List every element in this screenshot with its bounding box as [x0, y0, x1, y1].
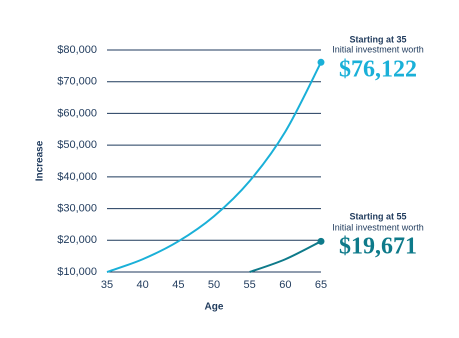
x-tick-label: 35 — [101, 279, 113, 291]
y-axis-title: Increase — [35, 140, 46, 181]
annotation-subtitle: Initial investment worth — [332, 222, 424, 232]
x-tick-label: 55 — [244, 279, 256, 291]
x-tick-label: 50 — [208, 279, 220, 291]
y-tick-label: $70,000 — [57, 76, 97, 88]
x-tick-label: 60 — [279, 279, 291, 291]
value-label: $19,671 — [339, 234, 417, 260]
x-tick-label: 40 — [137, 279, 149, 291]
y-tick-label: $30,000 — [57, 202, 97, 214]
annotation-title: Starting at 35 — [349, 34, 406, 44]
annotation-title: Starting at 55 — [349, 211, 406, 221]
end-point — [317, 237, 325, 245]
value-label: $76,122 — [339, 57, 417, 83]
line — [249, 240, 322, 273]
y-tick-label: $40,000 — [57, 171, 97, 183]
line — [106, 61, 322, 273]
x-tick-label: 65 — [315, 279, 327, 291]
x-tick-label: 45 — [172, 279, 184, 291]
y-tick-label: $50,000 — [57, 139, 97, 151]
y-tick-label: $60,000 — [57, 107, 97, 119]
x-axis-title: Age — [205, 302, 224, 313]
y-tick-label: $20,000 — [57, 234, 97, 246]
y-tick-label: $80,000 — [57, 44, 97, 56]
annotation-subtitle: Initial investment worth — [332, 44, 424, 54]
end-point — [317, 58, 325, 66]
y-tick-label: $10,000 — [57, 266, 97, 278]
